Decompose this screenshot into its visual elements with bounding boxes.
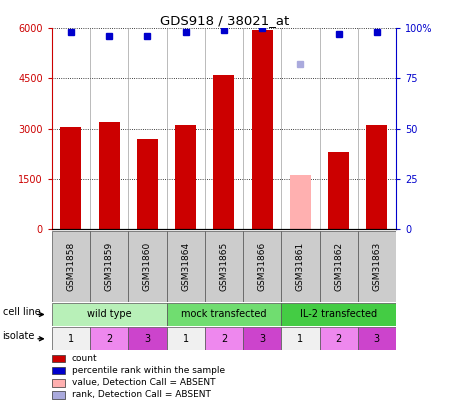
Text: 2: 2 [106,334,112,344]
Bar [52,327,90,350]
Bar [205,327,243,350]
Bar [320,327,358,350]
Bar [128,327,166,350]
Bar [205,231,243,302]
Text: 3: 3 [144,334,150,344]
Bar [243,231,281,302]
Bar [52,231,90,302]
Text: count: count [72,354,97,363]
Text: value, Detection Call = ABSENT: value, Detection Call = ABSENT [72,378,215,387]
Text: 1: 1 [297,334,303,344]
Text: IL-2 transfected: IL-2 transfected [300,309,377,320]
Bar [166,327,205,350]
Text: isolate: isolate [3,331,35,341]
Text: 3: 3 [259,334,265,344]
Bar [366,125,387,229]
Bar [243,327,281,350]
Bar [328,152,349,229]
Bar [166,303,281,326]
Text: mock transfected: mock transfected [181,309,266,320]
Bar [60,127,81,229]
Bar [137,139,158,229]
Bar [52,355,65,362]
Bar [213,75,234,229]
Bar [90,327,128,350]
Bar [281,327,320,350]
Bar [358,231,396,302]
Text: 3: 3 [374,334,380,344]
Bar [52,391,65,399]
Bar [175,125,196,229]
Text: cell line: cell line [3,307,40,317]
Bar [52,367,65,375]
Text: GSM31858: GSM31858 [67,242,76,291]
Text: 2: 2 [336,334,342,344]
Bar [281,231,320,302]
Text: GSM31859: GSM31859 [104,242,113,291]
Bar [320,231,358,302]
Text: wild type: wild type [87,309,131,320]
Text: percentile rank within the sample: percentile rank within the sample [72,366,225,375]
Bar [281,303,396,326]
Bar [99,122,120,229]
Text: GDS918 / 38021_at: GDS918 / 38021_at [160,14,290,27]
Text: 1: 1 [68,334,74,344]
Text: GSM31862: GSM31862 [334,242,343,291]
Text: 2: 2 [221,334,227,344]
Text: GSM31861: GSM31861 [296,242,305,291]
Bar [290,175,311,229]
Text: GSM31863: GSM31863 [373,242,382,291]
Bar [52,379,65,386]
Bar [128,231,166,302]
Text: GSM31866: GSM31866 [257,242,266,291]
Bar [358,327,396,350]
Text: rank, Detection Call = ABSENT: rank, Detection Call = ABSENT [72,390,211,399]
Text: 1: 1 [183,334,189,344]
Text: GSM31865: GSM31865 [220,242,228,291]
Text: GSM31860: GSM31860 [143,242,152,291]
Bar [166,231,205,302]
Bar [52,303,166,326]
Bar [252,30,273,229]
Text: GSM31864: GSM31864 [181,242,190,291]
Bar [90,231,128,302]
